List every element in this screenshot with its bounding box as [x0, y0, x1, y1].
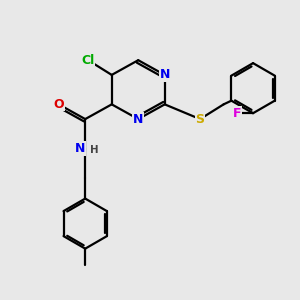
Text: H: H	[90, 145, 99, 155]
Text: N: N	[133, 112, 143, 126]
Text: Cl: Cl	[82, 54, 95, 67]
Text: S: S	[196, 112, 205, 126]
Text: N: N	[75, 142, 85, 155]
Text: O: O	[53, 98, 64, 111]
Text: N: N	[160, 68, 170, 81]
Text: F: F	[232, 107, 241, 120]
